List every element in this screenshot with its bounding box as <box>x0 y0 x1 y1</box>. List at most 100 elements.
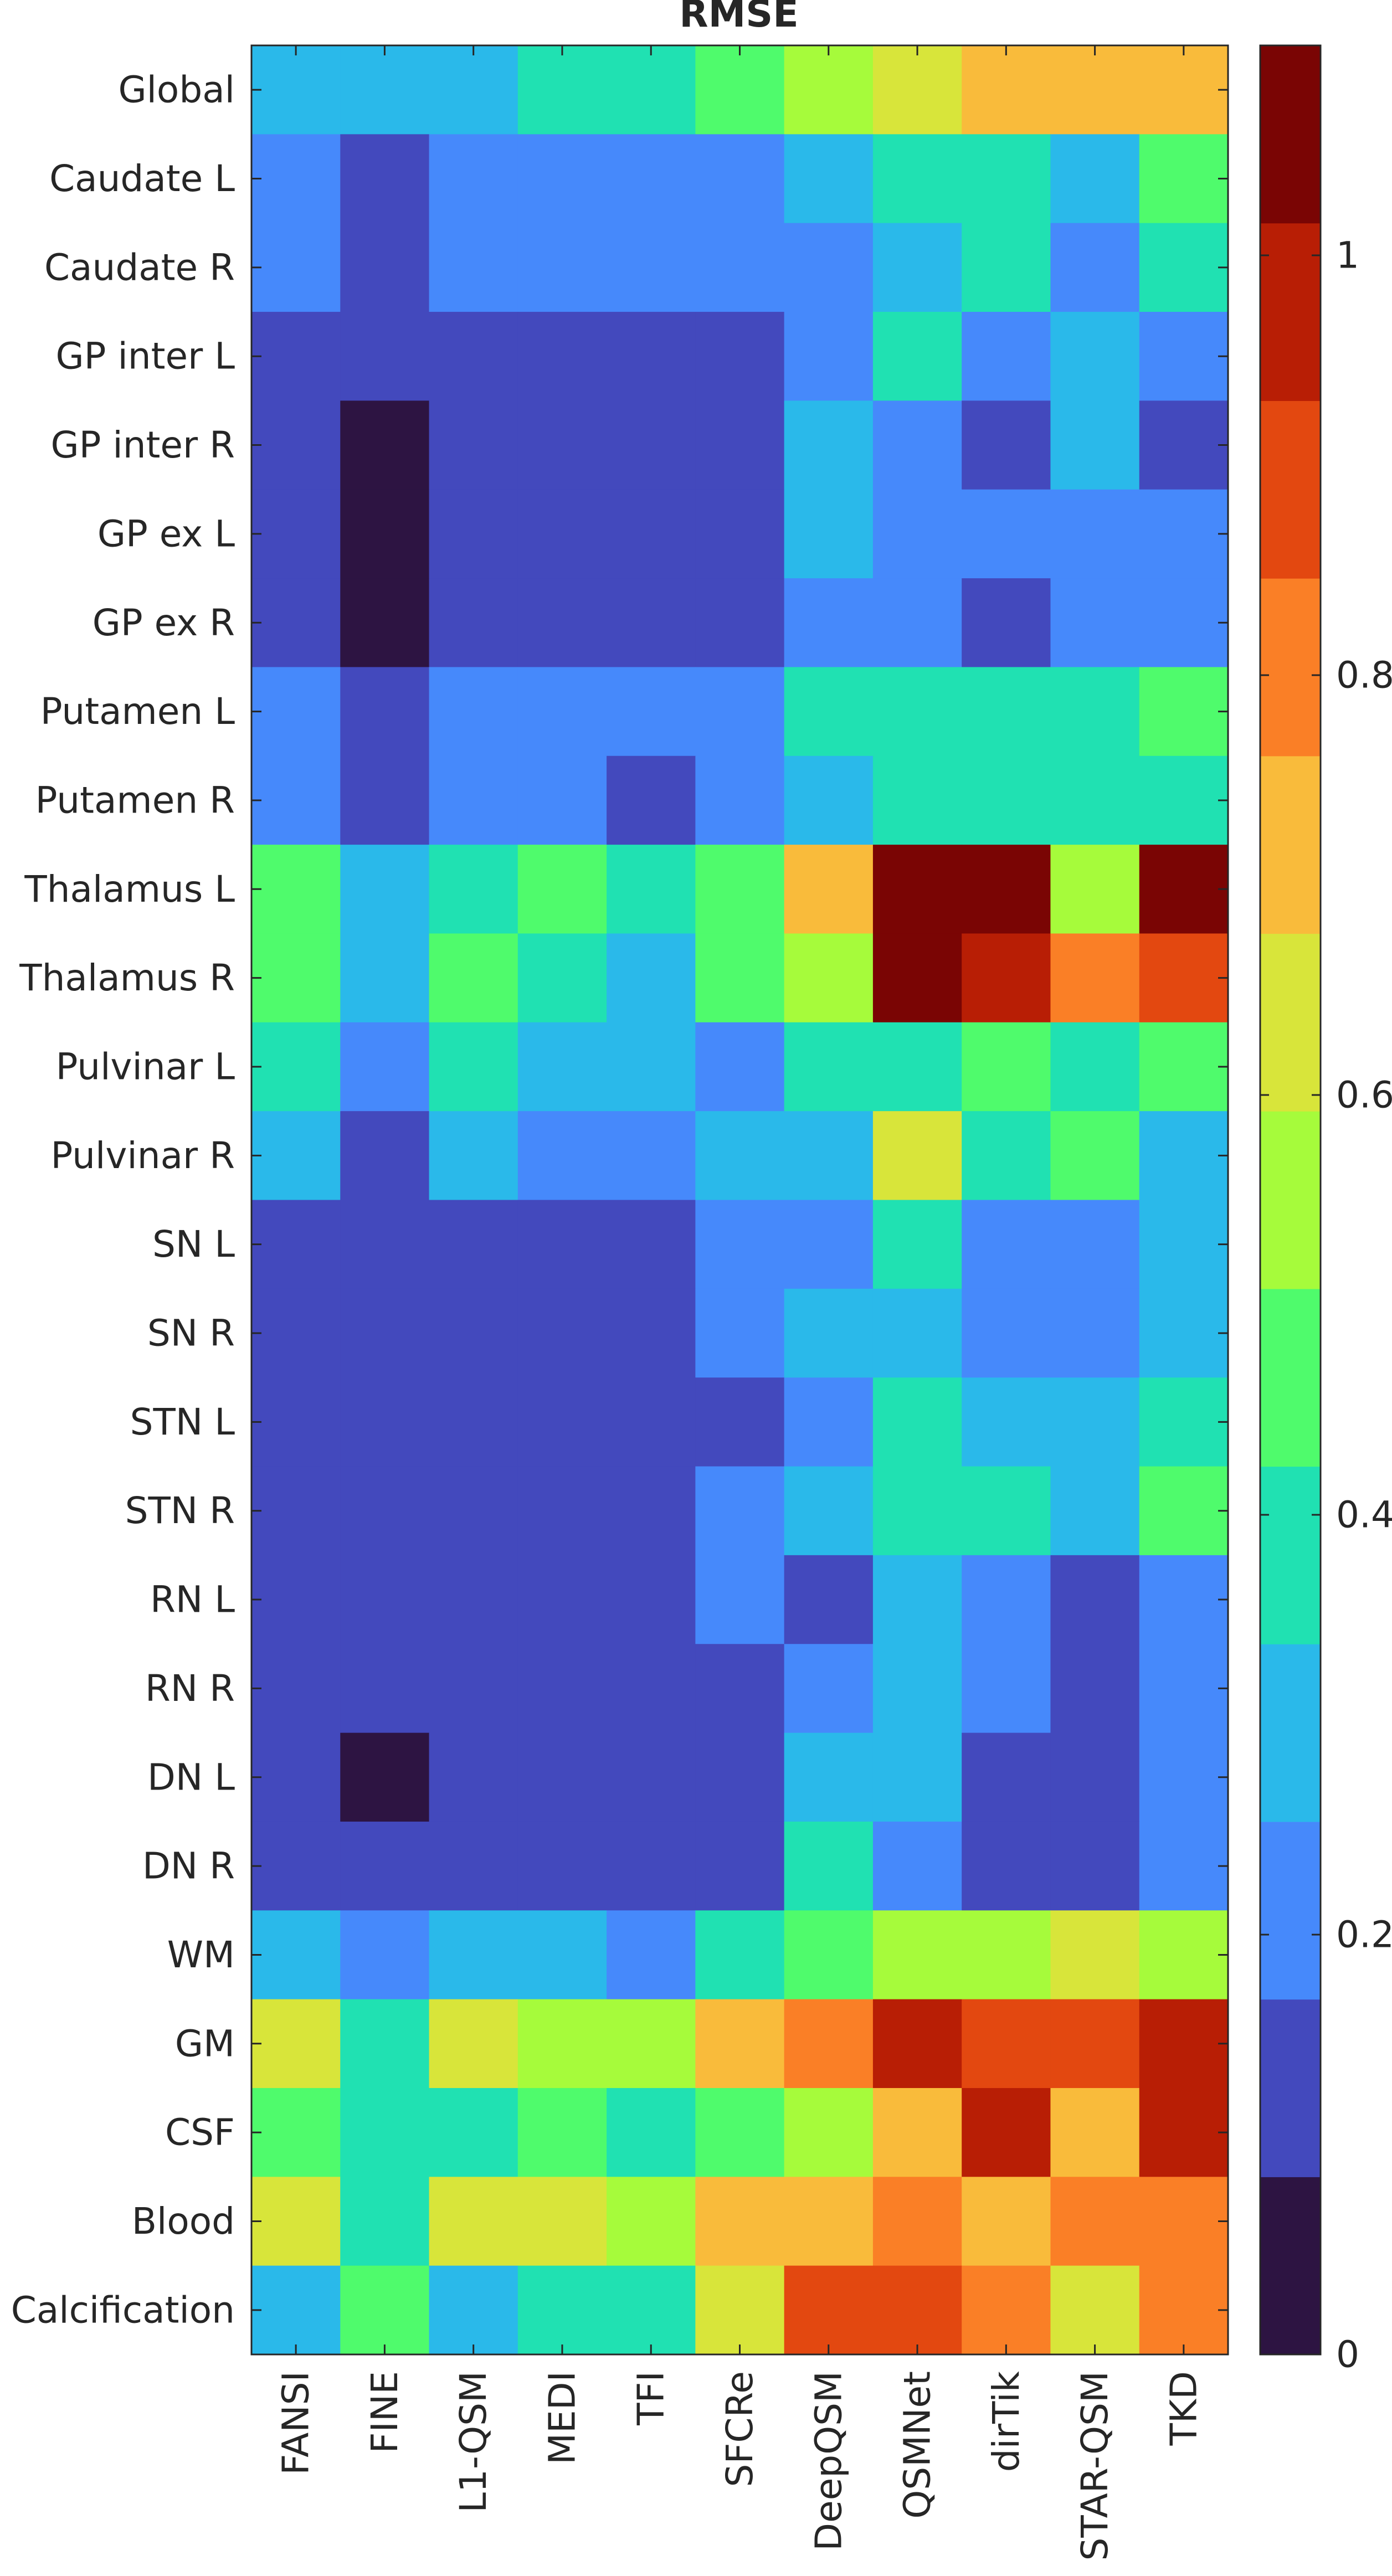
heatmap-cell <box>517 1200 607 1289</box>
heatmap-cell <box>872 1288 962 1378</box>
heatmap-cell <box>1050 1200 1140 1289</box>
heatmap-cell <box>784 45 874 135</box>
heatmap-cell <box>340 1732 430 1822</box>
heatmap-cell <box>695 1200 785 1289</box>
heatmap-cell <box>251 2177 341 2266</box>
heatmap-cell <box>784 845 874 934</box>
heatmap-cell <box>517 1821 607 1911</box>
heatmap-cell <box>251 400 341 490</box>
column-label: SFCRe <box>718 2371 761 2487</box>
heatmap-cell <box>695 1644 785 1734</box>
row-label: Thalamus R <box>19 957 235 999</box>
heatmap-cell <box>1050 1288 1140 1378</box>
heatmap-cell <box>517 845 607 934</box>
colorbar-segment <box>1260 933 1321 1112</box>
heatmap-cell <box>607 489 696 579</box>
heatmap-cell <box>695 1466 785 1556</box>
heatmap-cell <box>607 933 696 1023</box>
row-labels: Global Caudate L Caudate R GP inter L GP int… <box>11 69 235 2332</box>
heatmap-cell <box>251 1111 341 1201</box>
heatmap-cell <box>784 1466 874 1556</box>
heatmap-cell <box>872 134 962 224</box>
heatmap-cell <box>962 1200 1051 1289</box>
heatmap-cell <box>1139 45 1229 135</box>
colorbar-segment <box>1260 45 1321 224</box>
heatmap-cell <box>784 1732 874 1822</box>
heatmap-cell <box>1050 1821 1140 1911</box>
heatmap-cell <box>517 1022 607 1112</box>
chart-title: RMSE <box>679 0 798 36</box>
heatmap-cell <box>695 489 785 579</box>
heatmap-cell <box>1139 1910 1229 2000</box>
heatmap-cell <box>872 1821 962 1911</box>
heatmap-cell <box>1139 1555 1229 1644</box>
heatmap-cell <box>1050 312 1140 401</box>
heatmap-cell <box>872 2087 962 2177</box>
heatmap-cell <box>340 667 430 757</box>
heatmap-cell <box>607 45 696 135</box>
heatmap-cell <box>784 755 874 845</box>
heatmap-cell <box>607 400 696 490</box>
colorbar-tick-label: 0 <box>1336 2333 1359 2376</box>
heatmap-cell <box>872 2177 962 2266</box>
heatmap-cell <box>517 2177 607 2266</box>
colorbar-segment <box>1260 1821 1321 2000</box>
heatmap-cell <box>1050 45 1140 135</box>
heatmap-cell <box>340 1821 430 1911</box>
heatmap-cell <box>872 667 962 757</box>
row-ticks <box>251 89 1228 2311</box>
heatmap-cell <box>340 312 430 401</box>
heatmap-cell <box>340 1200 430 1289</box>
colorbar-segment <box>1260 1999 1321 2177</box>
heatmap-cell <box>1050 1377 1140 1467</box>
heatmap-cell <box>695 1821 785 1911</box>
heatmap-cell <box>784 2265 874 2355</box>
heatmap-cell <box>517 933 607 1023</box>
heatmap-cell <box>429 2177 518 2266</box>
heatmap-cell <box>251 1377 341 1467</box>
heatmap-cell <box>251 845 341 934</box>
column-label: dirTik <box>985 2371 1028 2472</box>
heatmap-cell <box>962 1022 1051 1112</box>
heatmap-cell <box>251 1288 341 1378</box>
heatmap-cell <box>251 1732 341 1822</box>
heatmap-cell <box>1050 933 1140 1023</box>
heatmap-cell <box>340 45 430 135</box>
colorbar-segment <box>1260 578 1321 757</box>
row-label: SN R <box>147 1312 235 1355</box>
heatmap-cell <box>962 45 1051 135</box>
column-labels: FANSI FINE L1-QSM MEDI TFI SFCRe DeepQSM QSMNet… <box>275 2371 1205 2560</box>
heatmap-cell <box>429 223 518 312</box>
heatmap-cell <box>429 134 518 224</box>
heatmap-cell <box>872 2265 962 2355</box>
heatmap-cell <box>340 1377 430 1467</box>
heatmap-cell <box>695 2087 785 2177</box>
heatmap-cell <box>962 667 1051 757</box>
heatmap-cell <box>251 134 341 224</box>
heatmap-cell <box>1139 578 1229 668</box>
heatmap-cell <box>607 134 696 224</box>
heatmap-cell <box>1050 1022 1140 1112</box>
heatmap-cell <box>872 1200 962 1289</box>
heatmap-cell <box>962 2177 1051 2266</box>
heatmap-cell <box>872 1466 962 1556</box>
column-label: L1-QSM <box>452 2371 495 2513</box>
heatmap-cell <box>872 1732 962 1822</box>
column-label: FINE <box>363 2371 406 2454</box>
row-label: RN L <box>150 1578 235 1621</box>
heatmap-cell <box>429 1821 518 1911</box>
row-label: Pulvinar L <box>56 1045 235 1088</box>
heatmap-cell <box>784 1377 874 1467</box>
heatmap-cell <box>1139 1821 1229 1911</box>
heatmap-cell <box>1139 1644 1229 1734</box>
heatmap-cell <box>429 2087 518 2177</box>
heatmap-cell <box>429 400 518 490</box>
heatmap-cell <box>872 755 962 845</box>
heatmap-cell <box>784 1288 874 1378</box>
row-label: GP inter R <box>50 424 235 466</box>
heatmap-cell <box>1050 1910 1140 2000</box>
heatmap-cell <box>784 312 874 401</box>
heatmap-cell <box>1139 312 1229 401</box>
heatmap-cell <box>340 1644 430 1734</box>
row-label: CSF <box>165 2111 235 2154</box>
